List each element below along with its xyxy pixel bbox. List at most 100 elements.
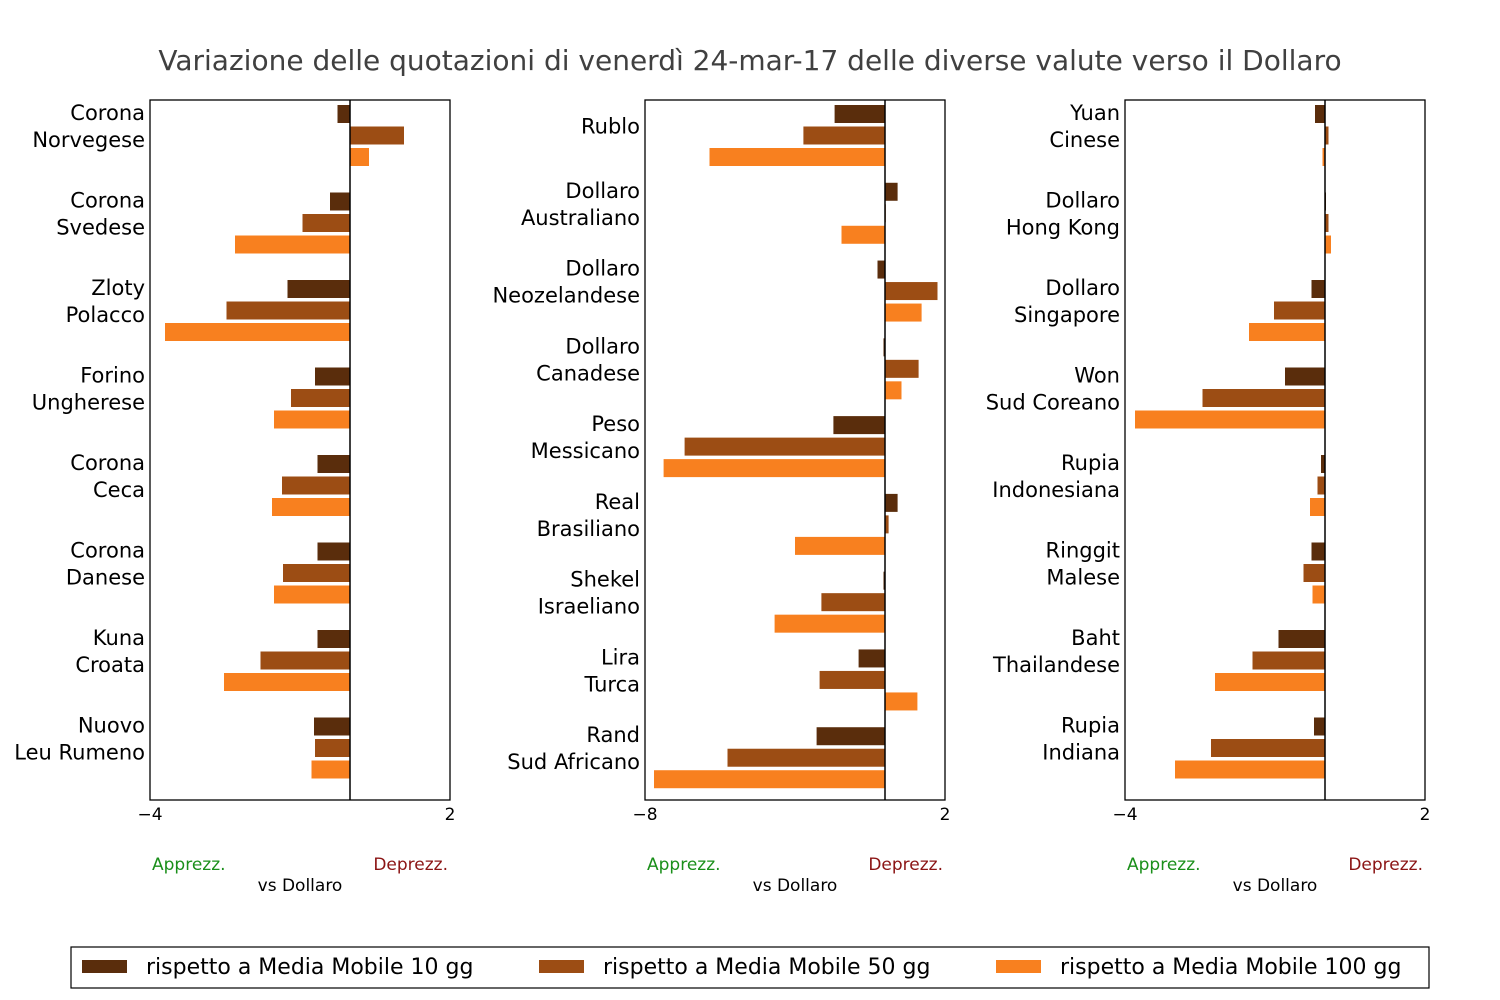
bar-3 [1249, 323, 1325, 341]
bar-3 [774, 614, 885, 633]
chart-title: Variazione delle quotazioni di venerdì 2… [158, 44, 1341, 77]
category-label: Neozelandese [492, 284, 640, 308]
bar-3 [1175, 760, 1325, 779]
bar-2 [1317, 476, 1325, 495]
category-label: Danese [66, 566, 145, 590]
category-label: Croata [75, 653, 145, 677]
x-axis-label: vs Dollaro [1233, 876, 1318, 896]
bar-1 [816, 727, 885, 746]
legend-swatch [82, 960, 127, 973]
category-label: Dollaro [565, 179, 640, 203]
category-label: Sud Coreano [986, 391, 1120, 415]
bar-1 [1311, 280, 1325, 298]
apprezz-label: Apprezz. [647, 855, 721, 875]
bar-2 [885, 359, 919, 378]
legend-item-2: rispetto a Media Mobile 50 gg [539, 955, 930, 980]
legend-label: rispetto a Media Mobile 100 gg [1060, 955, 1401, 980]
category-label: Indonesiana [992, 478, 1120, 502]
category-label: Baht [1071, 626, 1120, 650]
category-label: Won [1074, 364, 1120, 388]
category-label: Singapore [1014, 303, 1120, 327]
plot-frame [1124, 99, 1426, 801]
bar-1 [885, 182, 898, 201]
legend-item-3: rispetto a Media Mobile 100 gg [996, 955, 1401, 980]
category-label: Canadese [536, 361, 640, 385]
bar-3 [885, 692, 918, 711]
category-label: Brasiliano [537, 517, 640, 541]
bar-3 [274, 410, 350, 429]
bar-3 [350, 148, 369, 166]
category-label: Israeliano [538, 595, 640, 619]
legend-label: rispetto a Media Mobile 10 gg [146, 955, 473, 980]
category-label: Lira [601, 645, 640, 669]
bar-1 [330, 192, 350, 211]
category-label: Corona [70, 451, 145, 475]
x-tick-label: 2 [445, 805, 456, 825]
bar-2 [1274, 301, 1325, 320]
x-tick-label: −8 [632, 805, 657, 825]
bar-3 [841, 225, 885, 244]
bar-3 [235, 235, 350, 254]
category-label: Messicano [531, 439, 640, 463]
category-label: Nuovo [78, 714, 145, 738]
bar-2 [1252, 651, 1325, 670]
category-label: Svedese [56, 216, 145, 240]
bar-2 [315, 739, 350, 757]
category-label: Corona [70, 101, 145, 125]
category-label: Peso [591, 412, 640, 436]
category-label: Ungherese [32, 391, 145, 415]
bar-2 [1325, 214, 1329, 232]
chart-legend: rispetto a Media Mobile 10 gg rispetto a … [70, 946, 1430, 989]
category-label: Kuna [93, 626, 145, 650]
bar-1 [317, 542, 350, 561]
bar-3 [1135, 410, 1325, 429]
category-label: Dollaro [565, 257, 640, 281]
bar-1 [1311, 542, 1325, 561]
category-label: Cinese [1049, 128, 1120, 152]
chart-panels: Corona Norvegese Corona Svedese Zloty Polacco… [14, 99, 1430, 896]
bar-1 [885, 493, 898, 512]
bar-1 [834, 105, 885, 123]
bar-3 [885, 381, 902, 400]
category-label: Hong Kong [1006, 216, 1120, 240]
bar-3 [885, 303, 922, 322]
category-label: Dollaro [1045, 276, 1120, 300]
bar-1 [1285, 367, 1325, 386]
category-label: Rupia [1061, 451, 1120, 475]
bar-2 [350, 126, 404, 145]
bar-3 [272, 498, 350, 516]
bar-2 [727, 748, 885, 767]
bar-1 [877, 260, 885, 279]
category-label: Norvegese [32, 128, 145, 152]
plot-frame [149, 99, 451, 801]
bar-3 [224, 673, 350, 691]
bar-2 [1202, 389, 1325, 407]
bar-3 [654, 770, 885, 789]
category-label: Corona [70, 539, 145, 563]
bar-1 [287, 280, 350, 298]
category-label: Rublo [581, 115, 640, 139]
bar-2 [819, 670, 885, 689]
legend-swatch [539, 960, 584, 973]
category-label: Leu Rumeno [14, 741, 145, 765]
x-axis-label: vs Dollaro [753, 876, 838, 896]
bar-2 [885, 515, 889, 534]
deprezz-label: Deprezz. [373, 855, 448, 875]
bar-2 [1303, 564, 1325, 582]
bar-1 [317, 630, 350, 648]
chart-panel-2: Rublo Dollaro Australiano Dollaro Neozelande… [492, 99, 951, 896]
bar-1 [1314, 717, 1325, 736]
x-tick-label: −4 [1112, 805, 1137, 825]
category-label: Indiana [1042, 741, 1120, 765]
category-label: Thailandese [992, 653, 1120, 677]
plot-frame [644, 99, 946, 801]
bar-1 [1315, 105, 1325, 123]
chart-panel-1: Corona Norvegese Corona Svedese Zloty Polacco… [14, 99, 456, 896]
category-label: Shekel [570, 568, 640, 592]
bar-1 [833, 416, 885, 435]
x-tick-label: 2 [940, 805, 951, 825]
category-label: Dollaro [565, 334, 640, 358]
bar-1 [1278, 630, 1325, 648]
legend-item-1: rispetto a Media Mobile 10 gg [82, 955, 473, 980]
bar-2 [226, 301, 350, 320]
